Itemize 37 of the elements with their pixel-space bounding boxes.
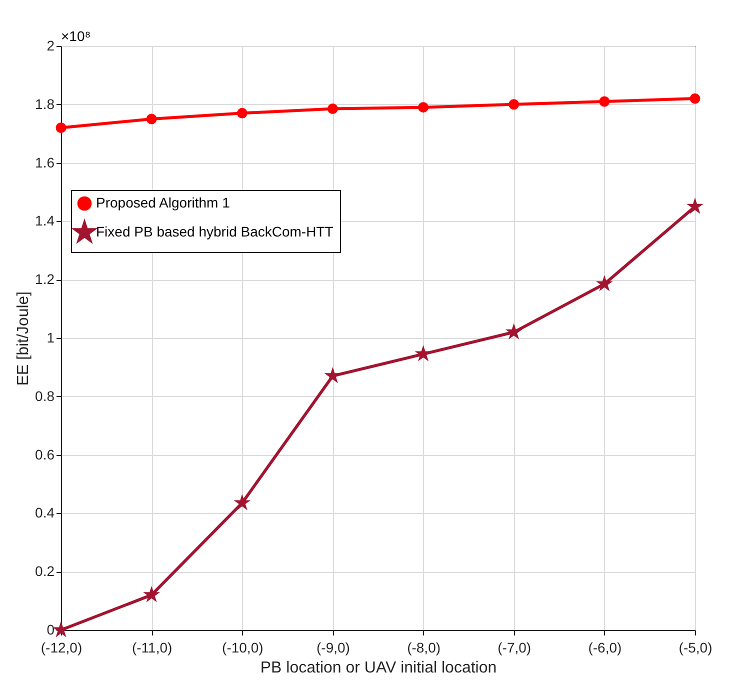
x-tick-label: (-8,0) — [407, 640, 441, 656]
x-axis-title: PB location or UAV initial location — [260, 660, 497, 676]
point — [418, 102, 429, 113]
y-tick-label: 1.4 — [35, 212, 55, 229]
x-tick-label: (-9,0) — [316, 640, 350, 656]
x-tick-label: (-7,0) — [498, 640, 532, 656]
y-tick-label: 1.6 — [35, 154, 55, 170]
point — [234, 494, 251, 510]
x-tick-label: (-12,0) — [40, 640, 82, 656]
y-tick-label: 0.8 — [35, 388, 55, 404]
point — [690, 93, 700, 104]
y-tick-label: 0.6 — [35, 446, 55, 462]
point — [596, 275, 613, 292]
y-tick-label: 1.8 — [35, 96, 55, 112]
point — [599, 96, 610, 107]
y-tick-label: 0 — [46, 622, 55, 638]
x-tick-label: (-11,0) — [132, 640, 172, 656]
x-tick-label: (-6,0) — [588, 640, 622, 656]
point — [327, 104, 338, 114]
y-tick-label: 0.4 — [35, 504, 55, 521]
point — [236, 108, 248, 118]
point — [505, 323, 522, 340]
point — [686, 198, 704, 214]
legend-label: Fixed PB based hybrid BackCom-HTT — [96, 224, 334, 240]
point — [56, 122, 66, 133]
y-tick-label: 1 — [46, 330, 55, 346]
point — [508, 99, 520, 110]
y-axis-title: EE [bit/Joule] — [15, 291, 32, 386]
x-tick-label: (-10,0) — [222, 640, 264, 656]
y-tick-label: 0.2 — [35, 563, 55, 580]
x-tick-label: (-5,0) — [678, 640, 712, 656]
legend-label: Proposed Algorithm 1 — [96, 194, 230, 210]
point — [146, 114, 157, 124]
point — [143, 586, 160, 602]
text: ×10⁸ — [61, 28, 91, 44]
y-tick-label: 1.2 — [35, 271, 55, 288]
y-tick-label: 2 — [46, 38, 55, 54]
